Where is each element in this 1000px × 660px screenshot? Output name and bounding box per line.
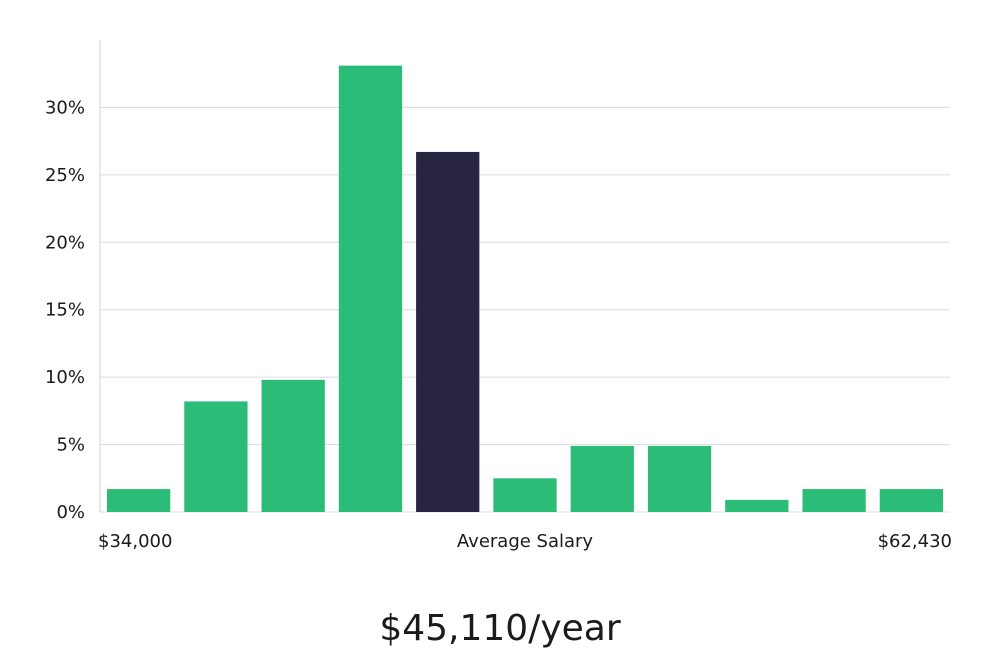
- bar: [338, 65, 403, 512]
- y-tick-label: 10%: [45, 367, 85, 388]
- bars: [107, 65, 943, 512]
- bar: [725, 499, 789, 512]
- bar: [261, 379, 325, 512]
- bar: [570, 445, 634, 512]
- y-tick-label: 0%: [56, 502, 85, 523]
- x-axis-min-label: $34,000: [98, 531, 172, 552]
- bar: [184, 401, 248, 512]
- y-tick-label: 5%: [56, 435, 85, 456]
- bar: [493, 478, 557, 512]
- x-axis-max-label: $62,430: [878, 531, 952, 552]
- y-tick-label: 20%: [45, 232, 85, 253]
- bar: [647, 445, 712, 512]
- x-axis-center-label: Average Salary: [457, 531, 594, 552]
- bar: [107, 489, 171, 512]
- bar: [879, 489, 943, 512]
- bar-average-salary: [416, 151, 480, 512]
- y-tick-label: 25%: [45, 165, 85, 186]
- bar: [802, 489, 866, 512]
- y-tick-label: 15%: [45, 300, 85, 321]
- salary-histogram-chart: 0% 5% 10% 15% 20% 25% 30% $34,000 Average Sala…: [45, 40, 952, 552]
- average-salary-value: $45,110/year: [379, 608, 621, 649]
- y-tick-label: 30%: [45, 97, 85, 118]
- y-axis-tick-labels: 0% 5% 10% 15% 20% 25% 30%: [45, 97, 85, 523]
